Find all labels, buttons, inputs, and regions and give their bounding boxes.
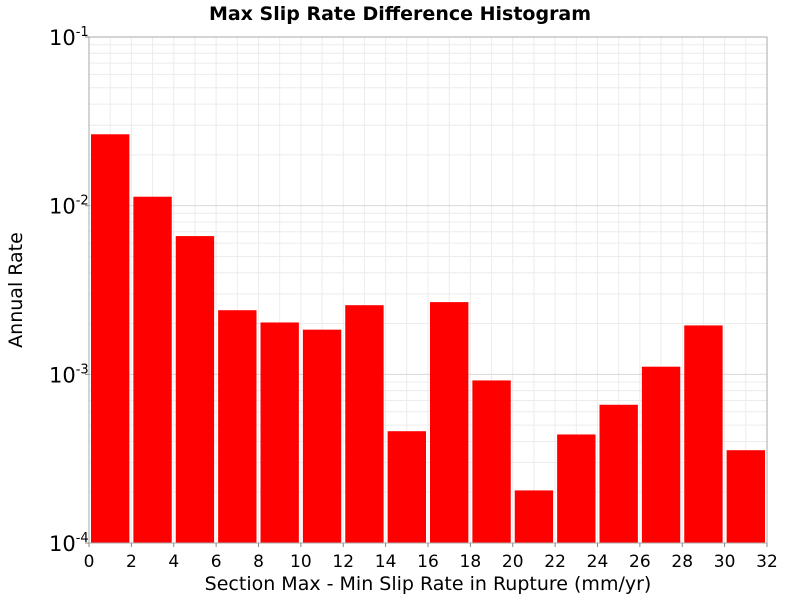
x-tick-label: 12 [332,552,354,572]
y-tick-label: 10-4 [49,531,89,556]
histogram-bar [175,236,215,544]
histogram-bar [472,380,511,543]
x-tick-label: 26 [629,552,651,572]
y-tick-label: 10-2 [49,194,89,219]
histogram-bar [133,196,172,543]
x-tick-label: 14 [375,552,397,572]
y-ticks: 10-1 10-2 10-3 10-4 [49,25,89,556]
histogram-bar [599,404,638,543]
histogram-bar [260,322,299,543]
bars [91,134,765,544]
chart-title: Max Slip Rate Difference Histogram [209,3,591,25]
histogram-bar [218,310,257,543]
y-axis-label: Annual Rate [5,232,27,348]
x-tick-label: 4 [168,552,179,572]
histogram-bar [387,431,426,543]
histogram-bar [557,434,596,543]
x-tick-label: 2 [126,552,137,572]
y-tick-label: 10-1 [49,25,89,50]
x-tick-label: 22 [544,552,566,572]
x-tick-label: 32 [756,552,778,572]
x-axis-label: Section Max - Min Slip Rate in Rupture (… [205,573,652,595]
x-tick-label: 16 [417,552,439,572]
x-tick-label: 30 [714,552,736,572]
y-tick-label: 10-3 [49,362,89,387]
histogram-bar [684,325,723,543]
histogram-bar [726,450,765,543]
histogram-bar [345,305,384,543]
x-tick-label: 8 [253,552,264,572]
histogram-bar [514,490,554,543]
x-tick-label: 0 [84,552,95,572]
histogram-bar [302,329,342,543]
histogram-bar [430,302,469,543]
x-tick-label: 10 [290,552,312,572]
x-ticks: 0 2 4 6 8 10 12 14 16 18 20 22 24 26 28 30 32 [84,543,778,572]
x-tick-label: 24 [587,552,609,572]
histogram-bar [91,134,130,544]
histogram-bar [641,366,681,543]
x-tick-label: 6 [211,552,222,572]
x-tick-label: 28 [671,552,693,572]
x-tick-label: 20 [502,552,524,572]
x-tick-label: 18 [460,552,482,572]
